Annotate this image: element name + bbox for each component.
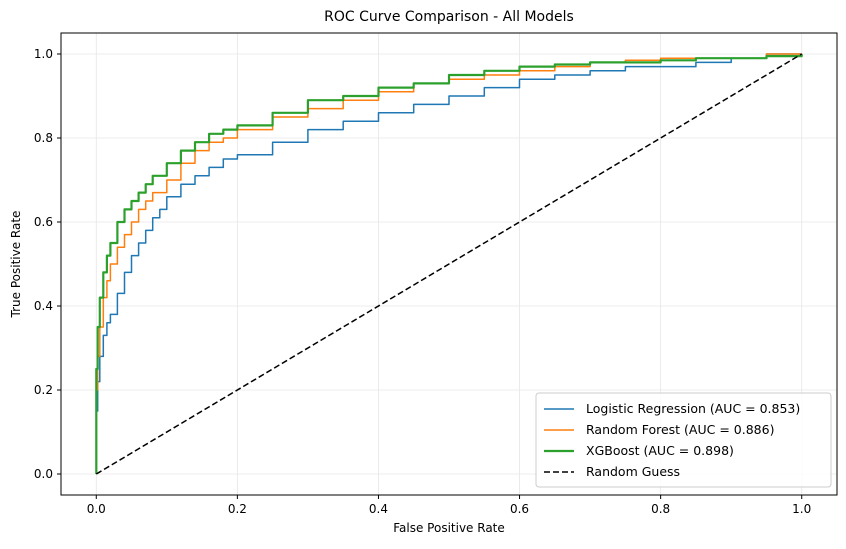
legend-box — [535, 392, 832, 488]
legend-label: XGBoost (AUC = 0.898) — [586, 443, 734, 458]
x-tick-label: 0.4 — [369, 502, 388, 516]
y-tick-label: 0.8 — [34, 131, 53, 145]
plot-lines — [95, 53, 803, 475]
x-tick-label: 0.2 — [228, 502, 247, 516]
y-tick-label: 1.0 — [34, 47, 53, 61]
y-tick-label: 0.2 — [34, 383, 53, 397]
series-line-random-guess — [95, 53, 803, 475]
x-tick-label: 0.0 — [87, 502, 106, 516]
legend: Logistic Regression (AUC = 0.853) Random … — [535, 392, 832, 488]
series-line-random-forest — [95, 53, 802, 474]
series-line-logistic-regression — [95, 53, 802, 474]
legend-label: Random Forest (AUC = 0.886) — [586, 422, 774, 437]
series-line-xgboost — [95, 54, 803, 474]
legend-label: Logistic Regression (AUC = 0.853) — [586, 401, 800, 416]
legend-label: Random Guess — [586, 464, 680, 479]
ticks: 0.0 0.2 0.4 0.6 0.8 1.0 0.0 0.2 0.4 0.6 0.8 1.0 — [34, 47, 811, 516]
y-axis-label: True Positive Rate — [9, 211, 23, 319]
y-tick-label: 0.0 — [34, 467, 53, 481]
y-tick-label: 0.4 — [34, 299, 53, 313]
x-axis-label: False Positive Rate — [393, 521, 505, 535]
x-tick-label: 0.6 — [510, 502, 529, 516]
plot-frame — [60, 32, 838, 496]
x-tick-label: 1.0 — [792, 502, 811, 516]
y-tick-label: 0.6 — [34, 215, 53, 229]
chart-title: ROC Curve Comparison - All Models — [324, 9, 574, 25]
x-tick-label: 0.8 — [651, 502, 670, 516]
